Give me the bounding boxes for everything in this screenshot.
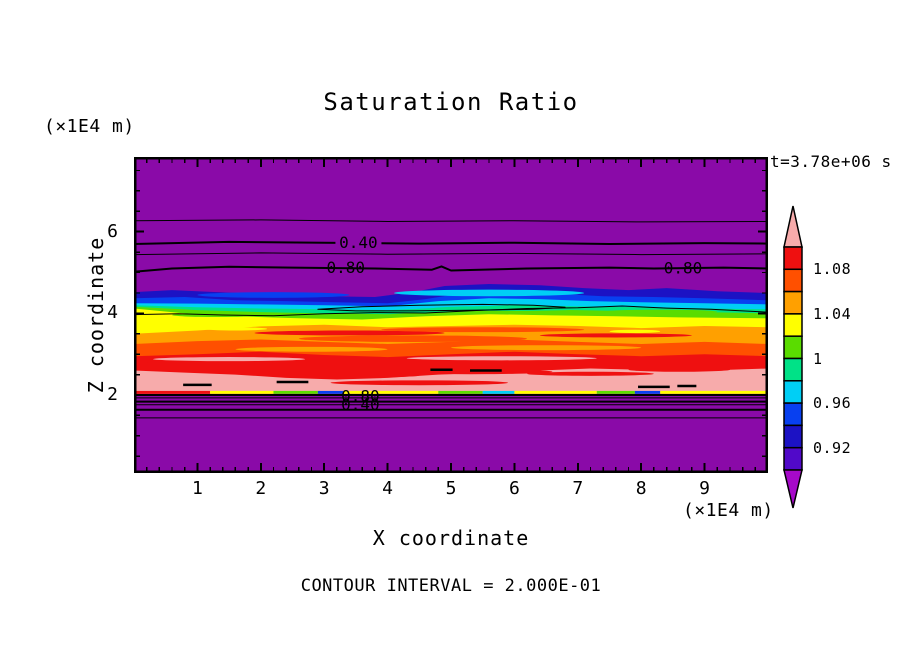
svg-text:0.80: 0.80	[664, 259, 703, 278]
y-axis-units-label: (×1E4 m)	[44, 116, 135, 137]
x-tick-label: 5	[445, 478, 457, 499]
y-tick-label: 4	[107, 302, 118, 324]
colorbar-tick-label: 0.92	[813, 438, 852, 457]
y-tick-label: 6	[107, 220, 118, 242]
svg-text:0.40: 0.40	[341, 395, 380, 414]
colorbar-tick-label: 0.96	[813, 394, 852, 413]
x-tick-label: 3	[318, 478, 330, 499]
y-tick-label: 2	[107, 384, 118, 406]
chart-title: Saturation Ratio	[323, 88, 579, 116]
x-axis-title: X coordinate	[372, 526, 530, 550]
x-tick-label: 2	[255, 478, 267, 499]
x-tick-label: 7	[572, 478, 584, 499]
svg-text:0.40: 0.40	[339, 233, 378, 252]
x-tick-label: 8	[635, 478, 647, 499]
contour-interval-note: CONTOUR INTERVAL = 2.000E-01	[300, 576, 602, 596]
x-tick-label: 6	[508, 478, 520, 499]
svg-text:0.80: 0.80	[341, 387, 380, 406]
colorbar	[783, 200, 803, 512]
contour-plot-canvas: 0.40 0.80 0.80 0.80 0.40	[133, 157, 769, 473]
x-axis-units-label: (×1E4 m)	[683, 500, 774, 521]
x-tick-label: 9	[699, 478, 711, 499]
colorbar-tick-label: 1.04	[813, 304, 852, 323]
time-annotation: t=3.78e+06 s	[770, 152, 892, 171]
x-tick-label: 4	[382, 478, 394, 499]
colorbar-tick-label: 1	[813, 349, 823, 368]
x-tick-label: 1	[191, 478, 203, 499]
svg-text:0.80: 0.80	[326, 258, 365, 277]
colorbar-tick-label: 1.08	[813, 260, 852, 279]
